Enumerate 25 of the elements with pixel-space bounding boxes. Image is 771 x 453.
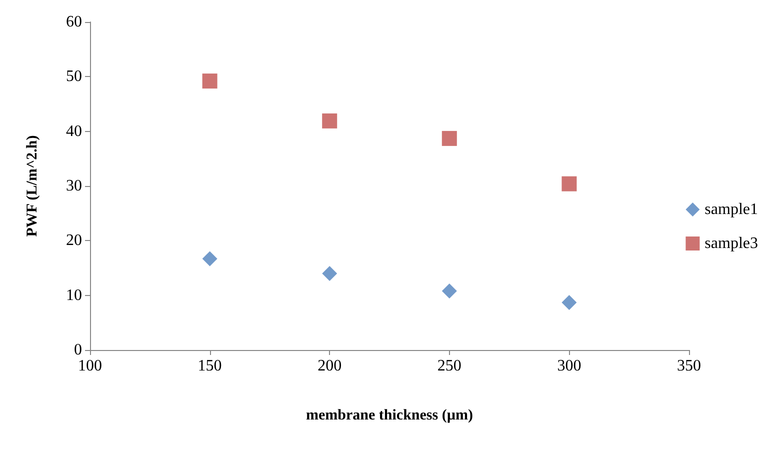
y-tick-label: 0 xyxy=(74,342,82,358)
x-axis-title: membrane thickness (µm) xyxy=(306,408,473,424)
y-axis-title: PWF (L/m^2.h) xyxy=(24,135,40,237)
y-tick-label: 20 xyxy=(66,232,82,250)
y-tick-label: 60 xyxy=(66,14,82,30)
point xyxy=(322,266,338,281)
point xyxy=(202,251,218,266)
y-tick-label: 50 xyxy=(66,68,82,86)
y-tick-label: 30 xyxy=(66,178,82,194)
y-tick-label: 10 xyxy=(66,286,82,304)
point xyxy=(322,113,338,128)
x-tick-label: 350 xyxy=(677,358,701,374)
legend-label: sample3 xyxy=(704,235,758,252)
x-tick-label: 100 xyxy=(78,358,102,374)
x-tick-label: 150 xyxy=(198,358,222,374)
legend-label: sample1 xyxy=(704,201,758,218)
point xyxy=(442,130,457,146)
point xyxy=(442,283,457,298)
point xyxy=(562,176,577,192)
y-tick-label: 40 xyxy=(66,122,82,140)
x-tick-label: 200 xyxy=(318,358,342,374)
x-tick-label: 250 xyxy=(437,358,462,374)
point xyxy=(202,74,218,89)
x-tick-label: 300 xyxy=(557,358,582,374)
point xyxy=(562,294,577,310)
